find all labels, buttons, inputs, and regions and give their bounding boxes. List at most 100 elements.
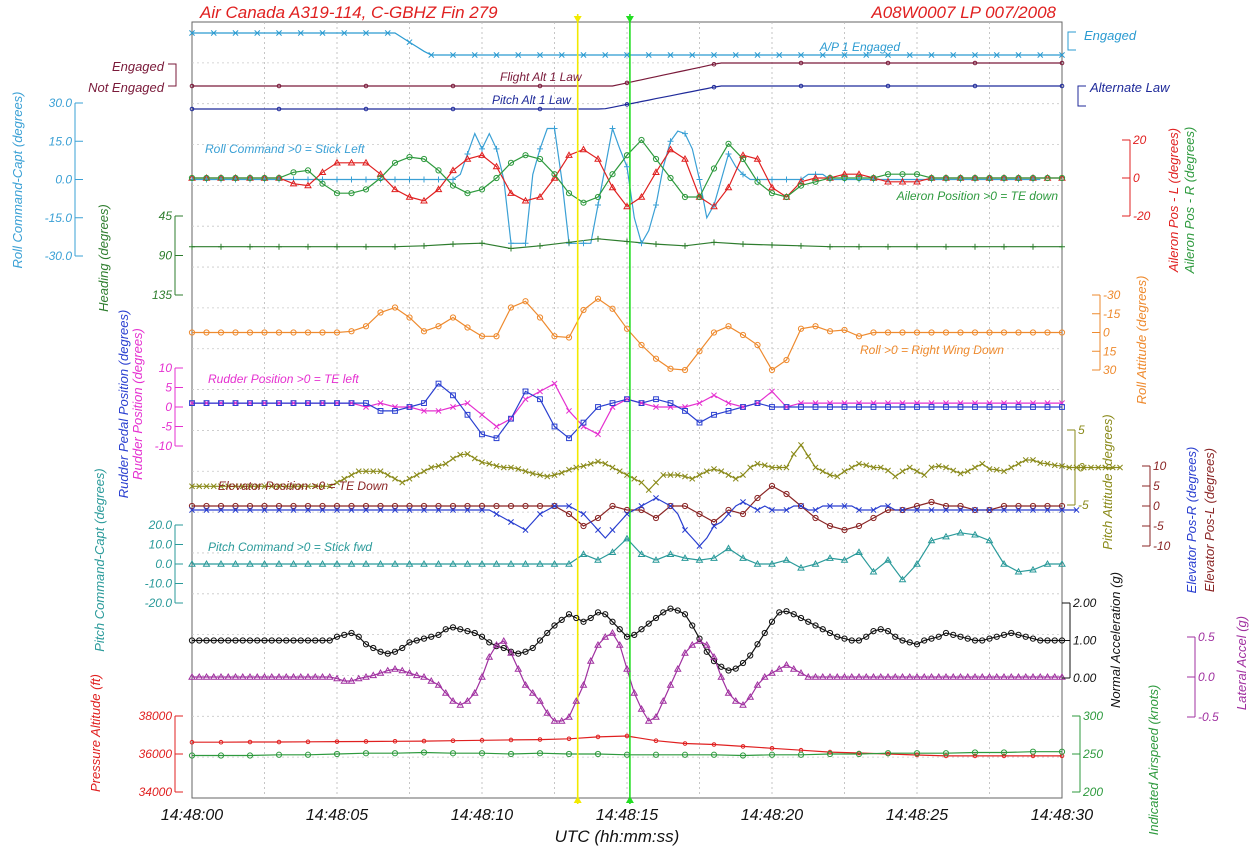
data-point xyxy=(595,458,601,465)
law-not-engaged-label: Not Engaged xyxy=(88,80,165,95)
data-point xyxy=(1058,672,1066,680)
data-point xyxy=(363,243,369,250)
data-point xyxy=(855,174,863,182)
data-point xyxy=(253,672,262,680)
data-point xyxy=(986,174,993,182)
data-point xyxy=(319,400,326,407)
data-point xyxy=(449,696,457,704)
data-point xyxy=(449,559,457,567)
data-point xyxy=(341,30,348,36)
data-point xyxy=(478,151,486,158)
data-point xyxy=(906,639,913,646)
data-point xyxy=(957,329,964,336)
data-point xyxy=(971,637,979,644)
data-point xyxy=(624,102,630,107)
data-point xyxy=(877,626,884,633)
data-point xyxy=(232,507,239,513)
data-point xyxy=(667,365,674,372)
data-point xyxy=(696,510,703,518)
data-point xyxy=(740,499,746,505)
data-point xyxy=(565,151,573,158)
data-point xyxy=(783,404,790,410)
data-point xyxy=(305,483,311,490)
pitch-cmd-annotation: Pitch Command >0 = Stick fwd xyxy=(208,540,372,554)
data-point xyxy=(203,483,210,490)
data-point xyxy=(550,716,559,724)
data-point xyxy=(653,241,659,248)
data-point xyxy=(428,52,435,58)
data-point xyxy=(725,667,732,674)
data-point xyxy=(580,522,587,530)
data-point xyxy=(362,502,370,510)
data-point xyxy=(457,451,464,458)
data-point xyxy=(232,174,239,182)
data-point xyxy=(580,199,587,206)
data-point xyxy=(769,176,775,183)
data-point xyxy=(638,400,645,407)
data-point xyxy=(783,490,790,498)
data-point xyxy=(537,242,543,249)
aileron-r-axis-title: Aileron Pos - R (degrees) xyxy=(1182,127,1197,275)
data-point xyxy=(624,733,630,739)
data-point xyxy=(521,680,530,688)
data-point xyxy=(522,388,529,395)
data-point xyxy=(594,750,602,758)
data-point xyxy=(682,130,688,137)
data-point xyxy=(1029,748,1037,755)
data-point xyxy=(595,431,601,438)
data-point xyxy=(972,60,978,66)
data-point xyxy=(464,451,471,457)
ias-axis-tick-label: 200 xyxy=(1082,785,1103,799)
data-point xyxy=(812,178,819,185)
elevator-axis-tick-label: 10 xyxy=(1153,459,1167,473)
series-markers xyxy=(188,30,1123,759)
data-point xyxy=(572,696,581,704)
data-point xyxy=(189,30,195,36)
data-point xyxy=(659,696,668,704)
data-point xyxy=(435,323,442,330)
data-point xyxy=(616,468,623,475)
data-point xyxy=(304,637,312,644)
data-point xyxy=(827,472,833,478)
data-point xyxy=(427,676,436,684)
data-point xyxy=(826,750,834,758)
data-point xyxy=(420,502,428,510)
data-point xyxy=(812,323,819,330)
data-point xyxy=(340,676,349,684)
data-point xyxy=(943,507,949,513)
data-point xyxy=(819,626,826,633)
data-point xyxy=(711,52,717,58)
heading-axis-title: Heading (degrees) xyxy=(96,204,111,312)
data-point xyxy=(579,680,588,688)
data-point xyxy=(450,392,456,399)
data-point xyxy=(739,331,747,339)
data-point xyxy=(754,507,761,513)
data-point xyxy=(377,502,384,510)
data-point xyxy=(834,633,841,640)
data-point xyxy=(399,644,406,652)
data-point xyxy=(652,168,660,175)
data-point xyxy=(217,329,225,336)
data-point xyxy=(276,739,282,745)
data-point xyxy=(624,52,630,58)
data-point xyxy=(478,333,486,340)
data-point xyxy=(319,637,326,644)
data-point xyxy=(885,404,891,410)
data-point xyxy=(536,502,544,510)
data-point xyxy=(1001,753,1007,759)
data-point xyxy=(405,559,414,567)
data-point xyxy=(681,751,689,758)
data-point xyxy=(898,177,907,185)
data-point xyxy=(247,739,253,745)
data-point xyxy=(725,323,732,330)
data-point xyxy=(653,479,659,486)
data-point xyxy=(333,329,341,336)
data-point xyxy=(247,400,253,407)
data-point xyxy=(421,400,427,407)
lat-axis-title: Lateral Accel (g) xyxy=(1234,616,1249,710)
data-point xyxy=(811,173,820,181)
data-point xyxy=(1029,502,1037,510)
data-point xyxy=(1030,507,1036,513)
yellow-marker-bottom xyxy=(573,796,582,803)
data-point xyxy=(797,751,805,758)
